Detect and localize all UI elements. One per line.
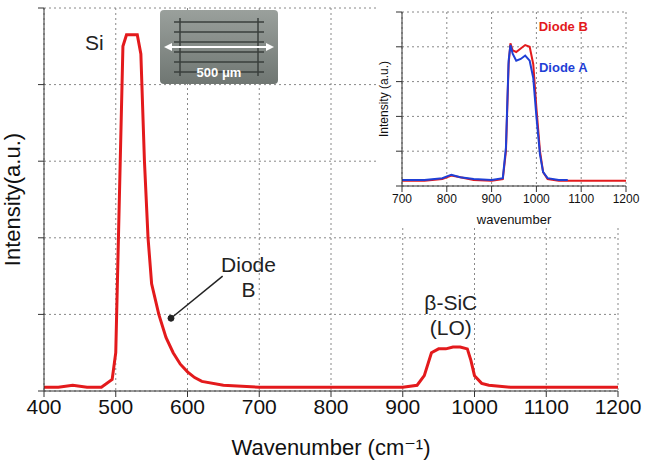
svg-text:Wavenumber (cm⁻¹): Wavenumber (cm⁻¹) bbox=[231, 435, 430, 460]
svg-text:800: 800 bbox=[437, 192, 457, 206]
svg-text:β-SiC: β-SiC bbox=[424, 291, 477, 314]
svg-text:(LO): (LO) bbox=[430, 316, 472, 339]
svg-text:800: 800 bbox=[313, 395, 348, 418]
svg-text:700: 700 bbox=[242, 395, 277, 418]
svg-text:Intensity(a.u.): Intensity(a.u.) bbox=[0, 133, 25, 266]
svg-text:B: B bbox=[241, 278, 255, 301]
html-text:500 μm: 500 μm bbox=[196, 65, 242, 80]
svg-text:1100: 1100 bbox=[568, 192, 594, 206]
svg-text:1000: 1000 bbox=[451, 395, 498, 418]
svg-text:Diode B: Diode B bbox=[539, 19, 588, 34]
svg-text:500: 500 bbox=[98, 395, 133, 418]
svg-text:Diode: Diode bbox=[221, 253, 276, 276]
svg-text:Si: Si bbox=[85, 31, 104, 54]
svg-text:900: 900 bbox=[482, 192, 502, 206]
svg-text:600: 600 bbox=[170, 395, 205, 418]
svg-text:Diode A: Diode A bbox=[539, 60, 588, 75]
svg-text:400: 400 bbox=[26, 395, 61, 418]
svg-text:1100: 1100 bbox=[524, 395, 569, 418]
svg-text:900: 900 bbox=[385, 395, 420, 418]
svg-text:700: 700 bbox=[392, 192, 412, 206]
svg-text:wavenumber: wavenumber bbox=[476, 212, 552, 227]
svg-text:Intensity (a.u.): Intensity (a.u.) bbox=[377, 61, 391, 137]
svg-text:1200: 1200 bbox=[595, 395, 642, 418]
svg-text:1200: 1200 bbox=[613, 192, 640, 206]
svg-text:1000: 1000 bbox=[523, 192, 550, 206]
